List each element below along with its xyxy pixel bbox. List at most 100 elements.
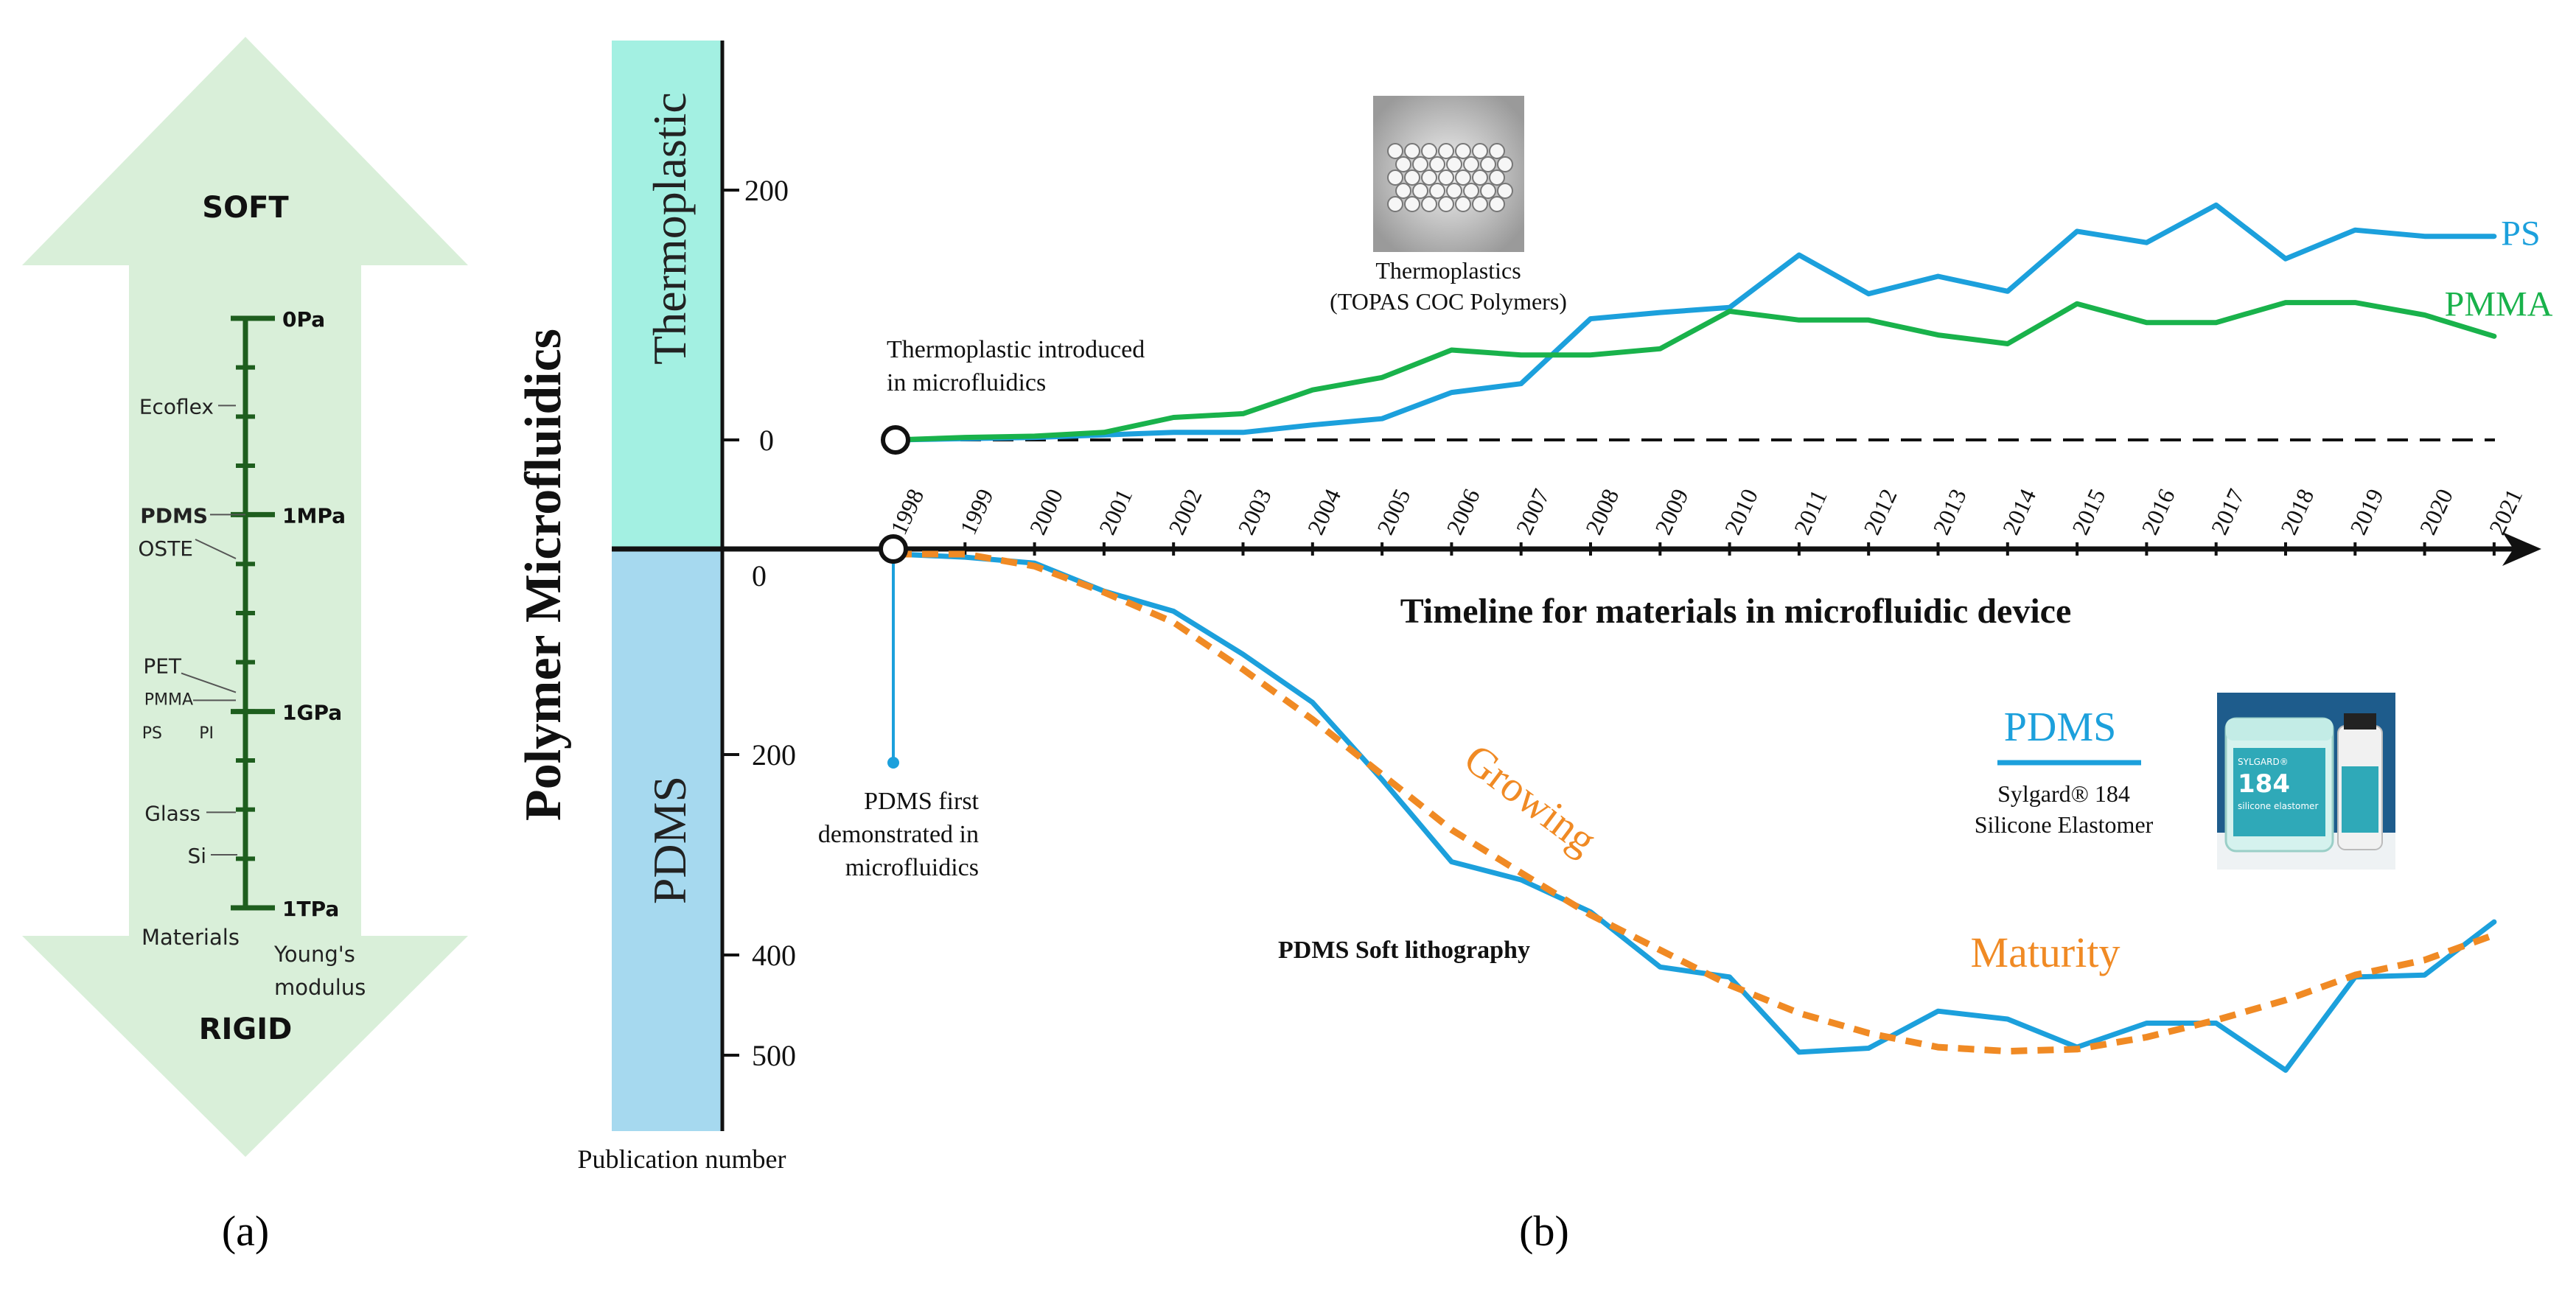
sylgard-caption-line2: Silicone Elastomer [1975,811,2154,838]
material-label: OSTE [138,536,193,561]
pellet [1489,169,1505,186]
pellet [1446,183,1462,199]
year-label: 2019 [2345,485,2389,539]
year-label: 2013 [1927,485,1972,539]
lower-y-tick-label: 500 [752,1039,796,1072]
material-label: Glass [144,801,200,825]
thermoplastic-intro-note-line2: in microfluidics [887,369,1046,396]
pellet [1421,196,1437,212]
panel-a: SOFT RIGID 0Pa 1MPa 1GPa 1TPa Ecoflex PDMS OST… [22,37,468,1255]
material-label: Ecoflex [139,394,214,419]
material-label: PS [142,724,162,743]
year-label: 2008 [1580,485,1624,539]
panel-b: Thermoplastic PDMS Polymer Microfluidics… [515,41,2553,1255]
year-label: 2015 [2067,485,2111,539]
year-label: 2010 [1719,485,1763,539]
year-label: 2005 [1372,485,1416,539]
pdms-first-dot [887,757,899,769]
pellet [1429,156,1445,172]
pellet [1429,183,1445,199]
y-axis-caption: Publication number [578,1144,786,1174]
rigid-label: RIGID [199,1012,293,1046]
series-label-pmma: PMMA [2445,284,2553,323]
pellet [1421,143,1437,159]
y-axis-title: Polymer Microfluidics [515,329,572,821]
pellet [1472,196,1488,212]
year-label: 1998 [885,485,929,539]
pellet [1489,143,1505,159]
thermoplastic-intro-note-line1: Thermoplastic introduced [887,336,1145,363]
x-axis-title: Timeline for materials in microfluidic d… [1400,592,2072,631]
pellet [1387,196,1403,212]
scale-tick-label: 1MPa [282,503,346,528]
sylgard-caption-line1: Sylgard® 184 [1997,780,2130,807]
year-label: 2012 [1858,485,1902,539]
year-labels: 1998 1999 2000 2001 2002 2003 2004 2005 2006 2007… [885,485,2528,556]
pdms-first-note-line3: microfluidics [845,854,979,881]
pellet [1438,143,1454,159]
pellet [1446,156,1462,172]
svg-text:SYLGARD®: SYLGARD® [2238,757,2289,767]
lower-y-tick-label: 200 [752,738,796,772]
year-label: 2003 [1232,485,1277,539]
year-label: 2016 [2136,485,2180,539]
material-label: PI [199,724,214,743]
pellet [1412,183,1428,199]
year-label: 2001 [1094,485,1138,539]
year-label: 2009 [1650,485,1694,539]
lower-y-tick-label: 0 [752,559,767,592]
pdms-band [612,549,722,1131]
thermoplastic-band-label: Thermoplastic [643,92,696,365]
thermoplastics-image-caption-line1: Thermoplastics [1375,257,1521,284]
year-label: 2014 [1997,485,2042,539]
thermoplastic-band [612,41,722,549]
pdms-first-note-line1: PDMS first [864,788,979,815]
year-label: 1999 [954,485,999,539]
pdms-legend-label: PDMS [2004,704,2117,750]
soft-lithography-note: PDMS Soft lithography [1278,937,1530,964]
pellet [1472,169,1488,186]
material-leader-line [195,539,237,559]
panel-a-caption: (a) [222,1207,269,1255]
pdms-band-label: PDMS [643,776,696,904]
sylgard-product-image: SYLGARD® 184 silicone elastomer [2217,693,2395,870]
year-label: 2011 [1789,486,1832,539]
pellet [1497,183,1513,199]
svg-text:184: 184 [2238,769,2290,799]
panel-b-caption: (b) [1519,1207,1569,1255]
pellet [1438,169,1454,186]
modulus-axis-title-line2: modulus [274,975,366,1000]
year-label: 2021 [2484,485,2528,539]
lower-y-tick-label: 400 [752,939,796,972]
year-label: 2002 [1163,485,1207,539]
year-label: 2017 [2205,485,2249,539]
scale-tick-label: 1TPa [282,897,339,921]
year-label: 2020 [2414,485,2458,539]
thermoplastics-image-caption-line2: (TOPAS COC Polymers) [1330,288,1567,315]
series-line-ps [893,202,2497,443]
modulus-scale: 0Pa 1MPa 1GPa 1TPa Ecoflex PDMS OSTE PET PMMA PS P… [138,307,346,921]
pdms-start-marker [879,534,908,564]
material-label: PMMA [144,690,193,709]
pellet [1480,183,1496,199]
year-label: 2018 [2275,485,2320,539]
pellet [1472,143,1488,159]
pellet [1455,196,1471,212]
pellet [1412,156,1428,172]
scale-tick-label: 0Pa [282,307,325,332]
pellet [1489,196,1505,212]
year-label: 2006 [1441,485,1485,539]
scale-tick-label: 1GPa [282,701,342,725]
pellet [1463,156,1479,172]
maturity-label: Maturity [1971,928,2121,976]
series-line-pmma [893,300,2497,443]
pellet [1480,156,1496,172]
pellet [1387,169,1403,186]
materials-axis-title: Materials [142,925,240,950]
upper-y-tick-label: 200 [744,174,789,207]
pdms-first-note-line2: demonstrated in [818,821,979,848]
pellet [1497,156,1513,172]
pellet [1395,156,1411,172]
axis-ticks: 0 200 0 200 400 500 [722,174,796,1072]
pellet [1463,183,1479,199]
